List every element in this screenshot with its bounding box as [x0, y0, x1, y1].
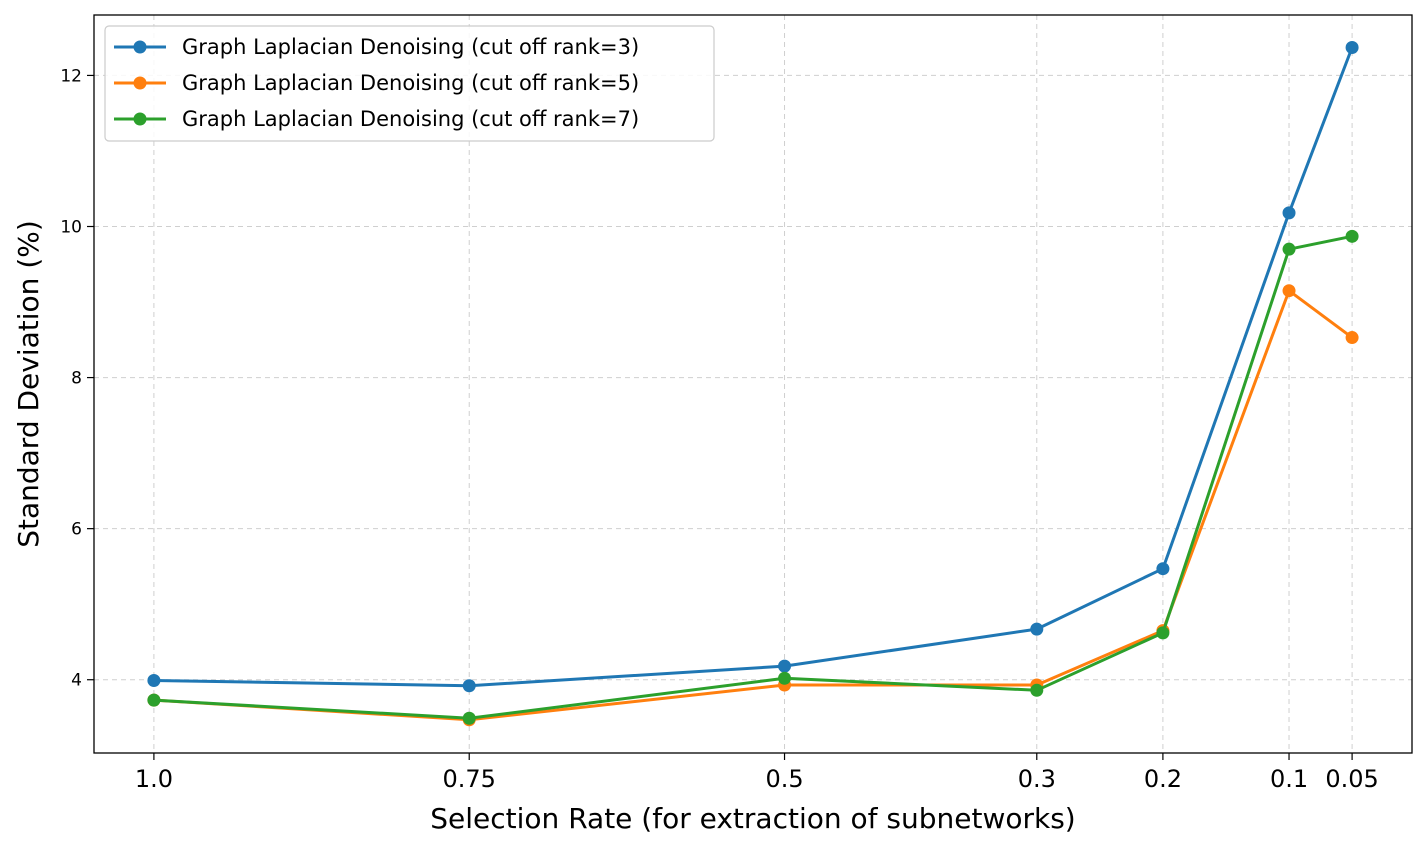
y-tick-label: 6 — [71, 520, 82, 540]
legend-item-2: Graph Laplacian Denoising (cut off rank=… — [114, 71, 639, 95]
legend-swatch-marker — [133, 40, 147, 54]
legend-label: Graph Laplacian Denoising (cut off rank=… — [182, 71, 639, 95]
data-point — [1030, 683, 1044, 697]
data-point — [1282, 206, 1296, 220]
data-point — [1345, 331, 1359, 345]
y-axis-label: Standard Deviation (%) — [12, 220, 45, 548]
legend: Graph Laplacian Denoising (cut off rank=… — [104, 25, 715, 142]
legend-label: Graph Laplacian Denoising (cut off rank=… — [182, 35, 639, 59]
y-tick-label: 8 — [71, 369, 82, 389]
series-1 — [147, 40, 1359, 693]
legend-box — [104, 25, 715, 142]
legend-swatch-marker — [133, 112, 147, 126]
data-point — [1282, 284, 1296, 298]
legend-item-3: Graph Laplacian Denoising (cut off rank=… — [114, 107, 639, 131]
x-tick-label: 0.3 — [1018, 765, 1056, 793]
y-tick-label: 10 — [60, 218, 82, 238]
data-point — [147, 673, 161, 687]
legend-swatch-marker — [133, 76, 147, 90]
x-tick-label: 0.5 — [765, 765, 803, 793]
data-point — [1156, 626, 1170, 640]
x-tick-label: 0.05 — [1325, 765, 1378, 793]
data-point — [462, 711, 476, 725]
legend-item-1: Graph Laplacian Denoising (cut off rank=… — [114, 35, 639, 59]
legend-label: Graph Laplacian Denoising (cut off rank=… — [182, 107, 639, 131]
data-point — [778, 671, 792, 685]
data-point — [1156, 562, 1170, 576]
series-group — [147, 40, 1359, 727]
data-point — [1030, 622, 1044, 636]
series-3 — [147, 229, 1359, 725]
data-point — [1345, 40, 1359, 54]
data-point — [1345, 229, 1359, 243]
x-tick-label: 0.1 — [1270, 765, 1308, 793]
y-axis-ticks: 4 6 8 10 12 — [60, 66, 94, 691]
data-point — [1282, 242, 1296, 256]
x-tick-label: 0.2 — [1144, 765, 1182, 793]
y-tick-label: 12 — [60, 66, 82, 86]
data-point — [462, 679, 476, 693]
x-tick-label: 0.75 — [443, 765, 496, 793]
x-axis-label: Selection Rate (for extraction of subnet… — [430, 802, 1075, 835]
data-point — [147, 693, 161, 707]
plot-frame — [93, 14, 1413, 754]
data-point — [778, 659, 792, 673]
x-tick-label: 1.0 — [135, 765, 173, 793]
y-tick-label: 4 — [71, 671, 82, 691]
x-axis-ticks: 1.0 0.75 0.5 0.3 0.2 0.1 0.05 — [135, 753, 1379, 793]
